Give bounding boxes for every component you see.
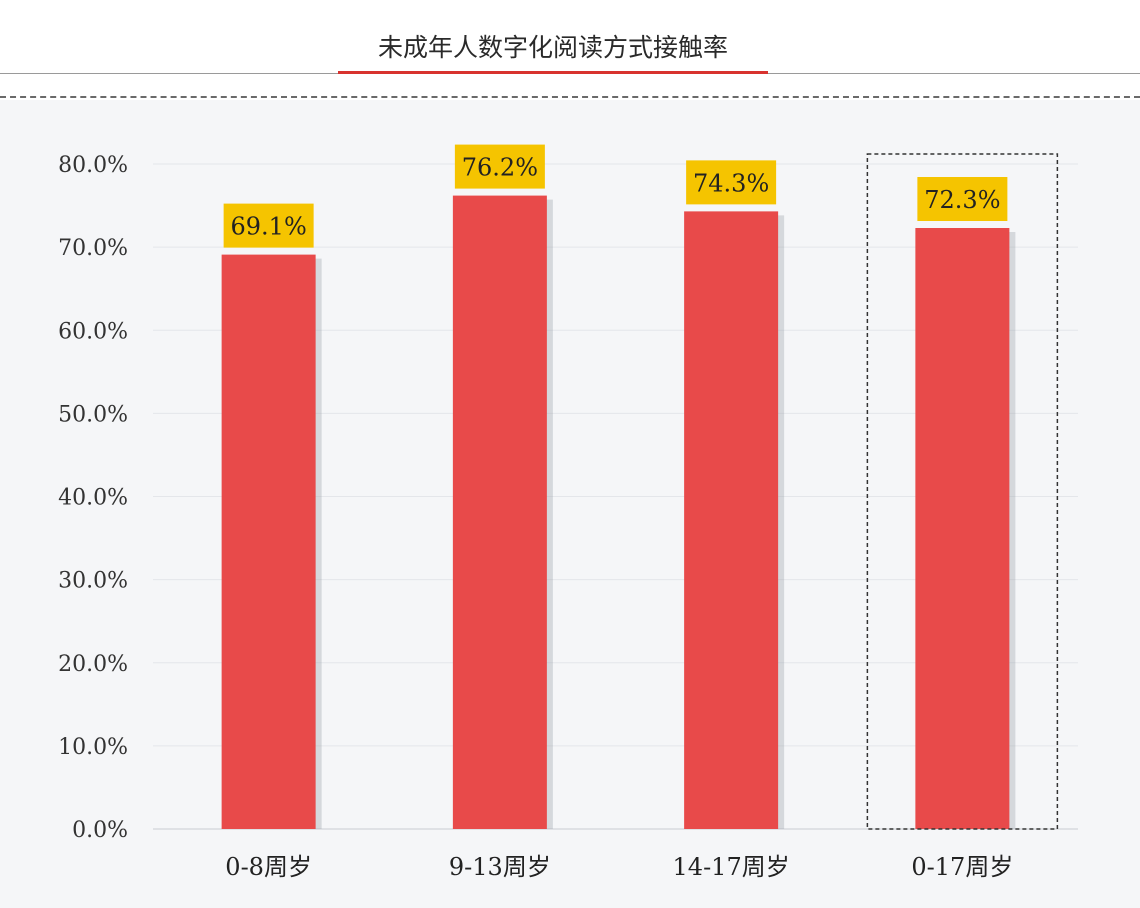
data-label: 74.3% [693,169,769,197]
y-tick-label: 10.0% [58,735,128,760]
bar [452,195,547,829]
data-label: 69.1% [231,213,307,241]
dashed-divider [0,96,1140,98]
highlight-box [866,153,1059,830]
title-underline [338,71,768,74]
y-tick-label: 70.0% [58,236,128,261]
data-label-background [223,203,314,248]
y-tick-label: 80.0% [58,153,128,178]
data-label-background [454,144,545,189]
x-tick-label: 0-17周岁 [911,853,1013,881]
y-tick-label: 50.0% [58,402,128,427]
bar [684,211,779,830]
chart-title: 未成年人数字化阅读方式接触率 [377,33,728,62]
data-label: 76.2% [462,154,538,182]
x-tick-label: 9-13周岁 [449,853,551,881]
bar [915,228,1010,830]
data-labels: 69.1% 76.2% 74.3% 72.3% [223,144,1059,830]
bars [221,195,1016,830]
y-tick-label: 20.0% [58,652,128,677]
y-tick-label: 60.0% [58,319,128,344]
data-label: 72.3% [924,186,1000,214]
y-tick-label: 40.0% [58,486,128,511]
data-label-background [686,160,777,205]
x-axis-ticks: 0-8周岁 9-13周岁 14-17周岁 0-17周岁 [225,853,1013,881]
y-tick-label: 0.0% [72,818,128,843]
y-axis-ticks: 0.0% 10.0% 20.0% 30.0% 40.0% 50.0% 60.0% 70.0% 8… [58,153,128,843]
data-label-background [917,177,1008,222]
x-tick-label: 14-17周岁 [673,853,790,881]
bar [221,254,316,829]
y-tick-label: 30.0% [58,569,128,594]
x-tick-label: 0-8周岁 [225,853,312,881]
